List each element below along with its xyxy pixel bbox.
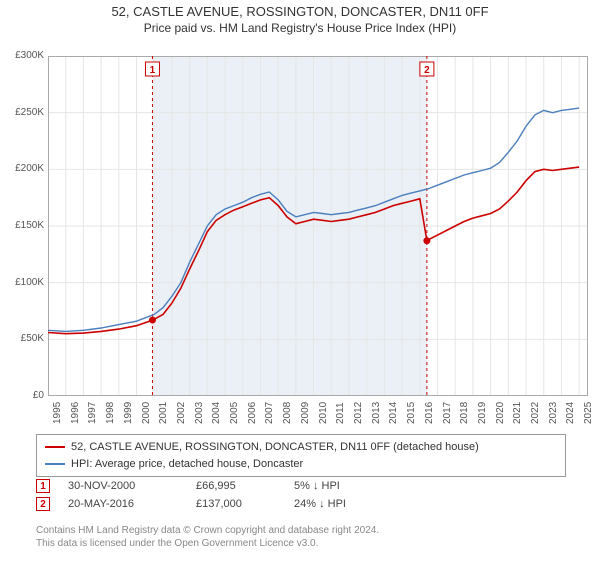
x-tick-label: 2011	[335, 402, 346, 424]
event-price-1: £66,995	[196, 480, 276, 492]
y-tick-label: £0	[2, 390, 44, 401]
y-tick-label: £250K	[2, 107, 44, 118]
event-diff-2: 24% ↓ HPI	[294, 498, 384, 510]
x-tick-label: 2018	[459, 402, 470, 424]
license-line-1: Contains HM Land Registry data © Crown c…	[36, 524, 379, 537]
event-marker-2: 2	[36, 497, 50, 511]
legend-swatch-hpi	[45, 463, 65, 465]
event-price-2: £137,000	[196, 498, 276, 510]
event-date-2: 20-MAY-2016	[68, 498, 178, 510]
x-tick-label: 2000	[141, 402, 152, 424]
legend-label-price-paid: 52, CASTLE AVENUE, ROSSINGTON, DONCASTER…	[71, 439, 479, 456]
legend-box: 52, CASTLE AVENUE, ROSSINGTON, DONCASTER…	[36, 434, 566, 477]
legend-label-hpi: HPI: Average price, detached house, Donc…	[71, 456, 303, 473]
x-tick-label: 2025	[583, 402, 594, 424]
y-tick-label: £200K	[2, 163, 44, 174]
chart-area: 12	[48, 56, 588, 396]
event-marker-1: 1	[36, 479, 50, 493]
license-line-2: This data is licensed under the Open Gov…	[36, 537, 379, 550]
event-diff-1: 5% ↓ HPI	[294, 480, 384, 492]
x-tick-label: 2022	[530, 402, 541, 424]
chart-title: 52, CASTLE AVENUE, ROSSINGTON, DONCASTER…	[0, 4, 600, 19]
legend-row-price-paid: 52, CASTLE AVENUE, ROSSINGTON, DONCASTER…	[45, 439, 557, 456]
y-tick-label: £150K	[2, 220, 44, 231]
event-row-1: 1 30-NOV-2000 £66,995 5% ↓ HPI	[36, 479, 384, 493]
x-tick-label: 2008	[282, 402, 293, 424]
y-tick-label: £50K	[2, 333, 44, 344]
x-tick-label: 1997	[87, 402, 98, 424]
x-tick-label: 2003	[194, 402, 205, 424]
x-tick-label: 2001	[158, 402, 169, 424]
x-tick-label: 2007	[264, 402, 275, 424]
x-axis-labels: 1995 1996 1997 1998 1999 2000 2001 2002 2003 2004…	[48, 400, 588, 430]
x-tick-label: 2014	[388, 402, 399, 424]
x-tick-label: 2019	[477, 402, 488, 424]
x-tick-label: 2005	[229, 402, 240, 424]
chart-svg: 12	[48, 56, 588, 396]
x-tick-label: 2017	[442, 402, 453, 424]
svg-text:2: 2	[424, 65, 430, 76]
x-tick-label: 2013	[371, 402, 382, 424]
legend-swatch-price-paid	[45, 446, 65, 448]
x-tick-label: 1998	[105, 402, 116, 424]
event-row-2: 2 20-MAY-2016 £137,000 24% ↓ HPI	[36, 497, 384, 511]
x-tick-label: 2010	[318, 402, 329, 424]
y-tick-label: £100K	[2, 277, 44, 288]
license-text: Contains HM Land Registry data © Crown c…	[36, 524, 379, 550]
x-tick-label: 2023	[548, 402, 559, 424]
x-tick-label: 2004	[211, 402, 222, 424]
x-tick-label: 2012	[353, 402, 364, 424]
x-tick-label: 2015	[406, 402, 417, 424]
y-tick-label: £300K	[2, 50, 44, 61]
x-tick-label: 2006	[247, 402, 258, 424]
x-tick-label: 2020	[495, 402, 506, 424]
event-date-1: 30-NOV-2000	[68, 480, 178, 492]
x-tick-label: 2002	[176, 402, 187, 424]
x-tick-label: 2024	[565, 402, 576, 424]
x-tick-label: 2009	[300, 402, 311, 424]
chart-container: 52, CASTLE AVENUE, ROSSINGTON, DONCASTER…	[0, 4, 600, 564]
x-tick-label: 1996	[70, 402, 81, 424]
chart-subtitle: Price paid vs. HM Land Registry's House …	[0, 21, 600, 35]
x-tick-label: 2021	[512, 402, 523, 424]
events-table: 1 30-NOV-2000 £66,995 5% ↓ HPI 2 20-MAY-…	[36, 479, 384, 515]
x-tick-label: 2016	[424, 402, 435, 424]
svg-text:1: 1	[150, 65, 156, 76]
x-tick-label: 1999	[123, 402, 134, 424]
legend-row-hpi: HPI: Average price, detached house, Donc…	[45, 456, 557, 473]
x-tick-label: 1995	[52, 402, 63, 424]
